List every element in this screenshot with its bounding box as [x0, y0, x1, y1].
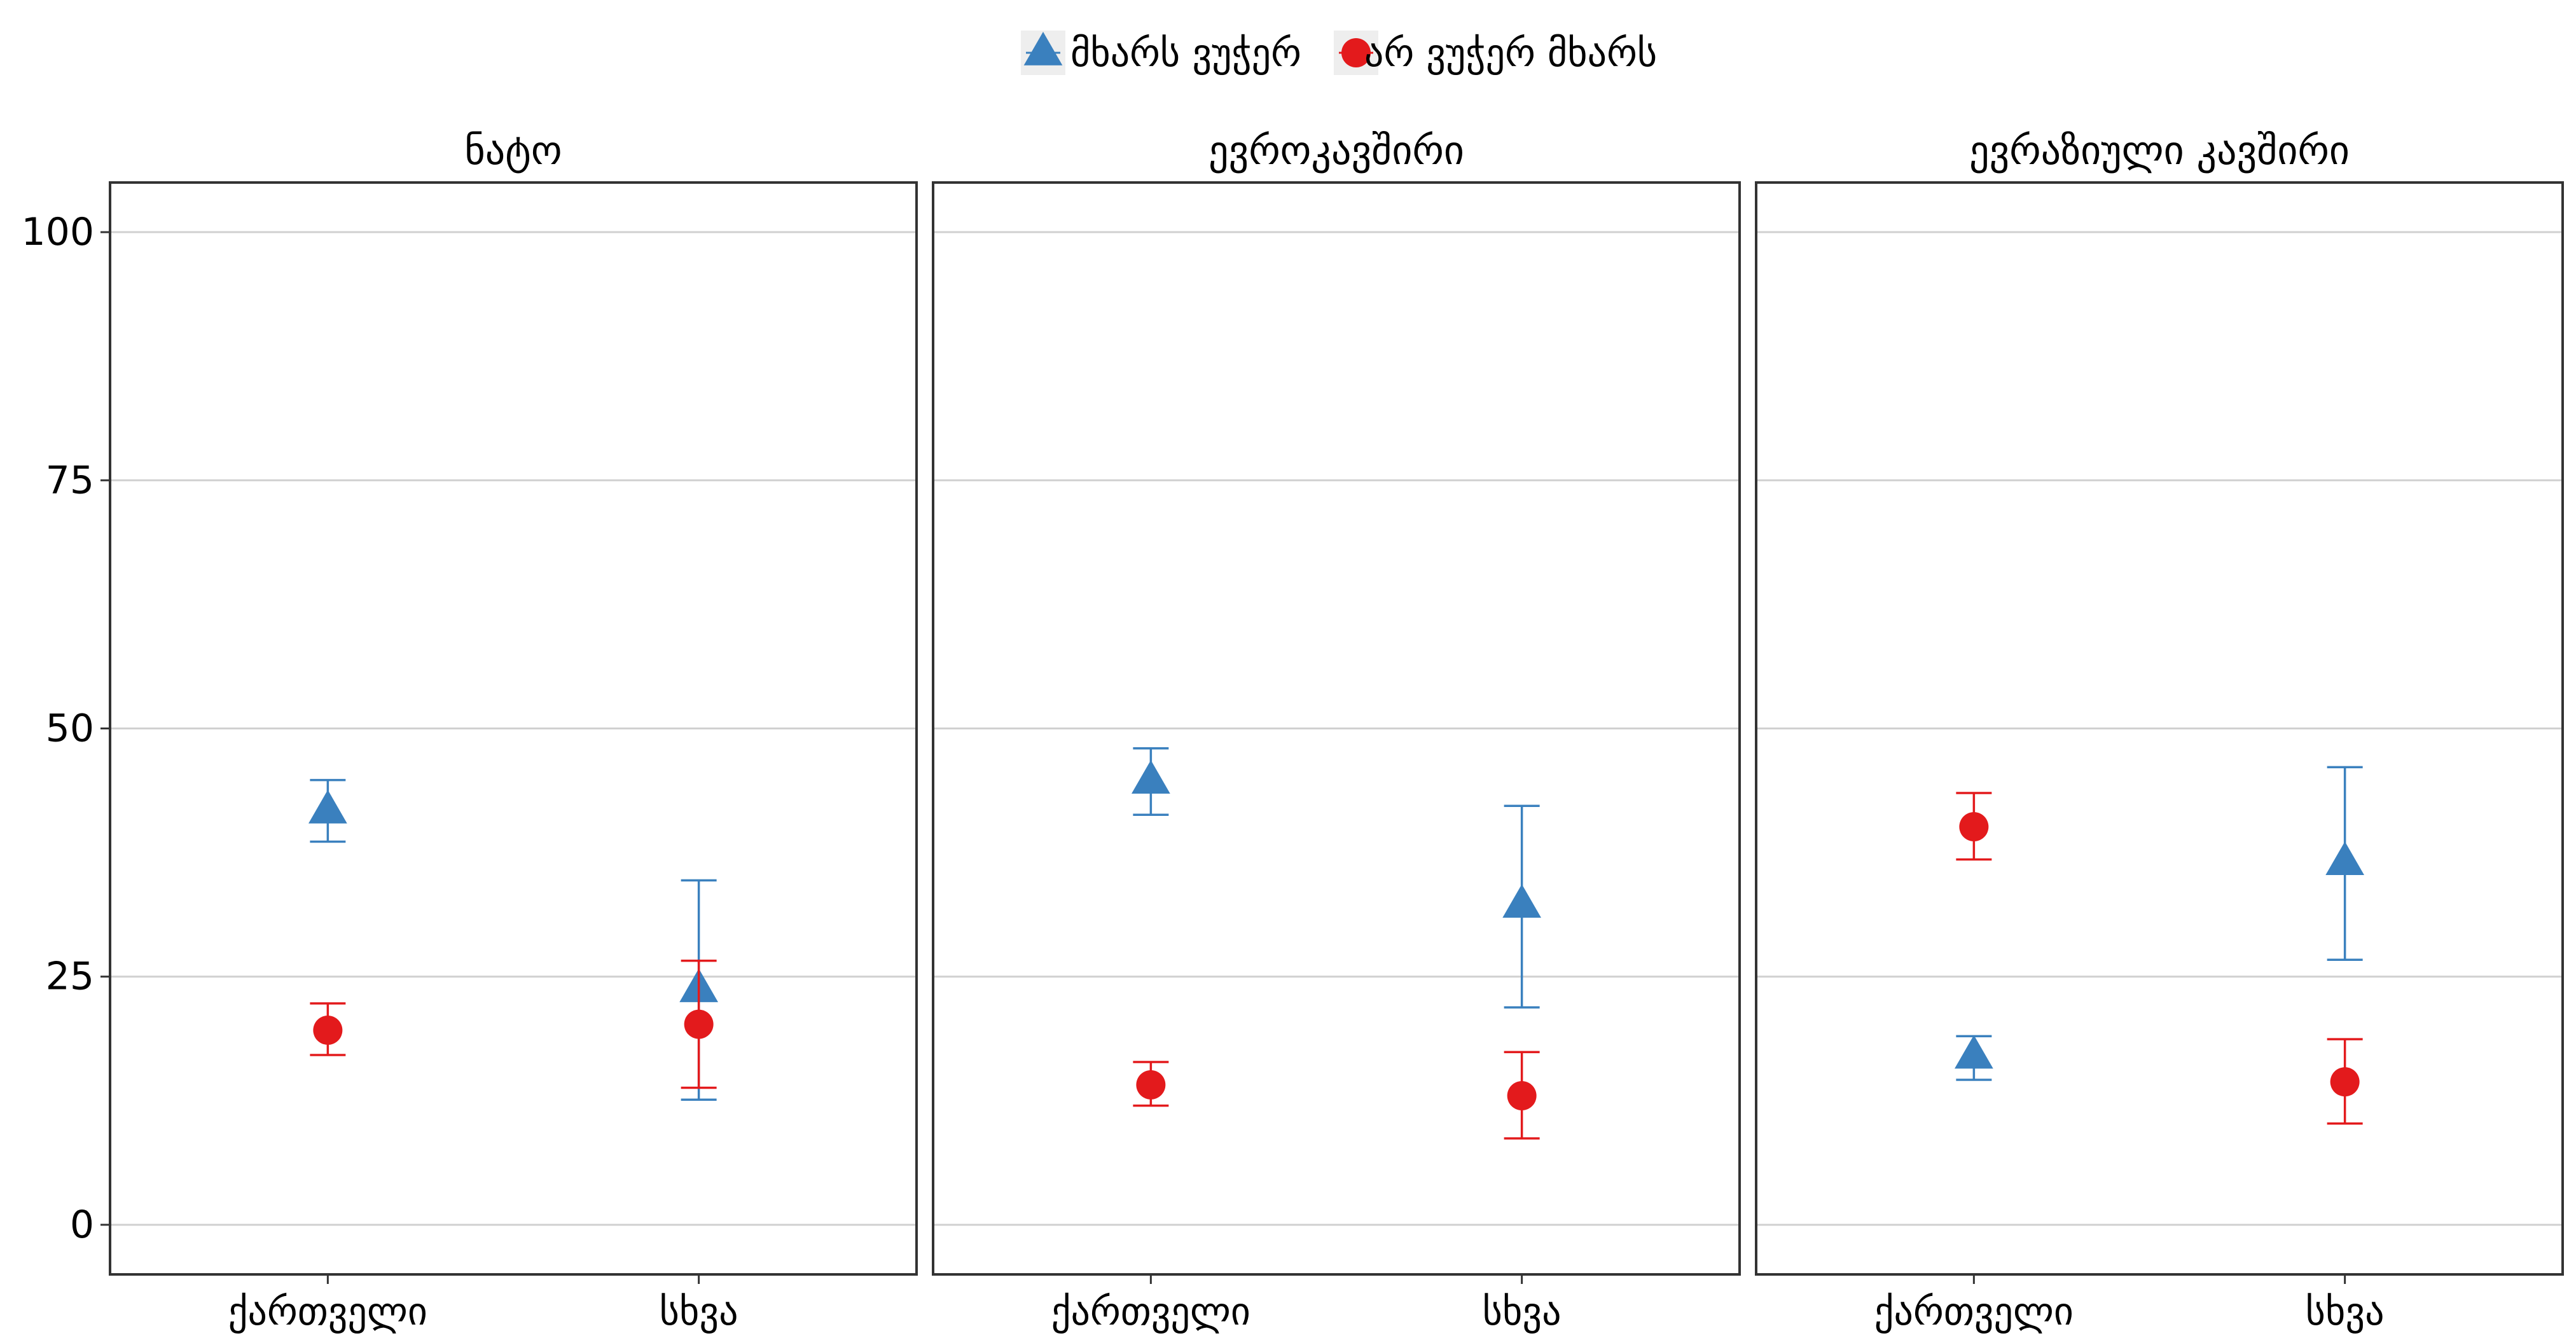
data-point — [1132, 760, 1170, 794]
data-point — [313, 1016, 343, 1045]
legend-label: მხარს ვუჭერ — [1070, 31, 1301, 76]
data-point — [684, 1009, 714, 1039]
panel-border — [1755, 181, 2564, 1276]
data-point — [1955, 1035, 1993, 1069]
panel: ევრაზიული კავშირი ქართველი სხვა — [1755, 127, 2564, 1334]
y-tick-label: 100 — [21, 210, 94, 254]
legend-label: არ ვუჭერ მხარს — [1364, 31, 1657, 76]
triangle-icon — [1023, 32, 1063, 66]
panel-title: ნატო — [464, 127, 562, 174]
panel: ნატო ქართველი სხვა — [109, 127, 918, 1334]
data-point — [2325, 841, 2364, 876]
x-tick-label: ქართველი — [1874, 1290, 2074, 1334]
data-point — [1959, 812, 1989, 842]
y-tick-label: 75 — [46, 458, 94, 502]
x-tick-label: სხვა — [2306, 1290, 2385, 1334]
data-point — [1136, 1070, 1166, 1100]
y-tick-label: 0 — [70, 1203, 94, 1247]
panel-title: ევროკავშირი — [1208, 127, 1464, 174]
panel-title: ევრაზიული კავშირი — [1969, 127, 2350, 174]
y-tick-label: 50 — [46, 707, 94, 751]
panel: ევროკავშირი ქართველი სხვა — [932, 127, 1741, 1334]
data-point — [2330, 1067, 2360, 1097]
data-point — [1502, 884, 1541, 918]
legend-item: მხარს ვუჭერ — [1021, 31, 1301, 76]
circle-icon — [1341, 38, 1371, 67]
x-tick-label: სხვა — [1483, 1290, 1562, 1334]
data-point — [308, 790, 347, 824]
y-tick-label: 25 — [46, 955, 94, 999]
panel-border — [932, 181, 1741, 1276]
x-tick-label: სხვა — [660, 1290, 738, 1334]
data-point — [1507, 1081, 1537, 1111]
legend-item: არ ვუჭერ მხარს — [1334, 31, 1657, 76]
x-tick-label: ქართველი — [1051, 1290, 1250, 1334]
y-axis: 0 25 50 75 100 — [21, 210, 110, 1247]
x-tick-label: ქართველი — [228, 1290, 427, 1334]
legend: მხარს ვუჭერ არ ვუჭერ მხარს — [1021, 31, 1657, 76]
